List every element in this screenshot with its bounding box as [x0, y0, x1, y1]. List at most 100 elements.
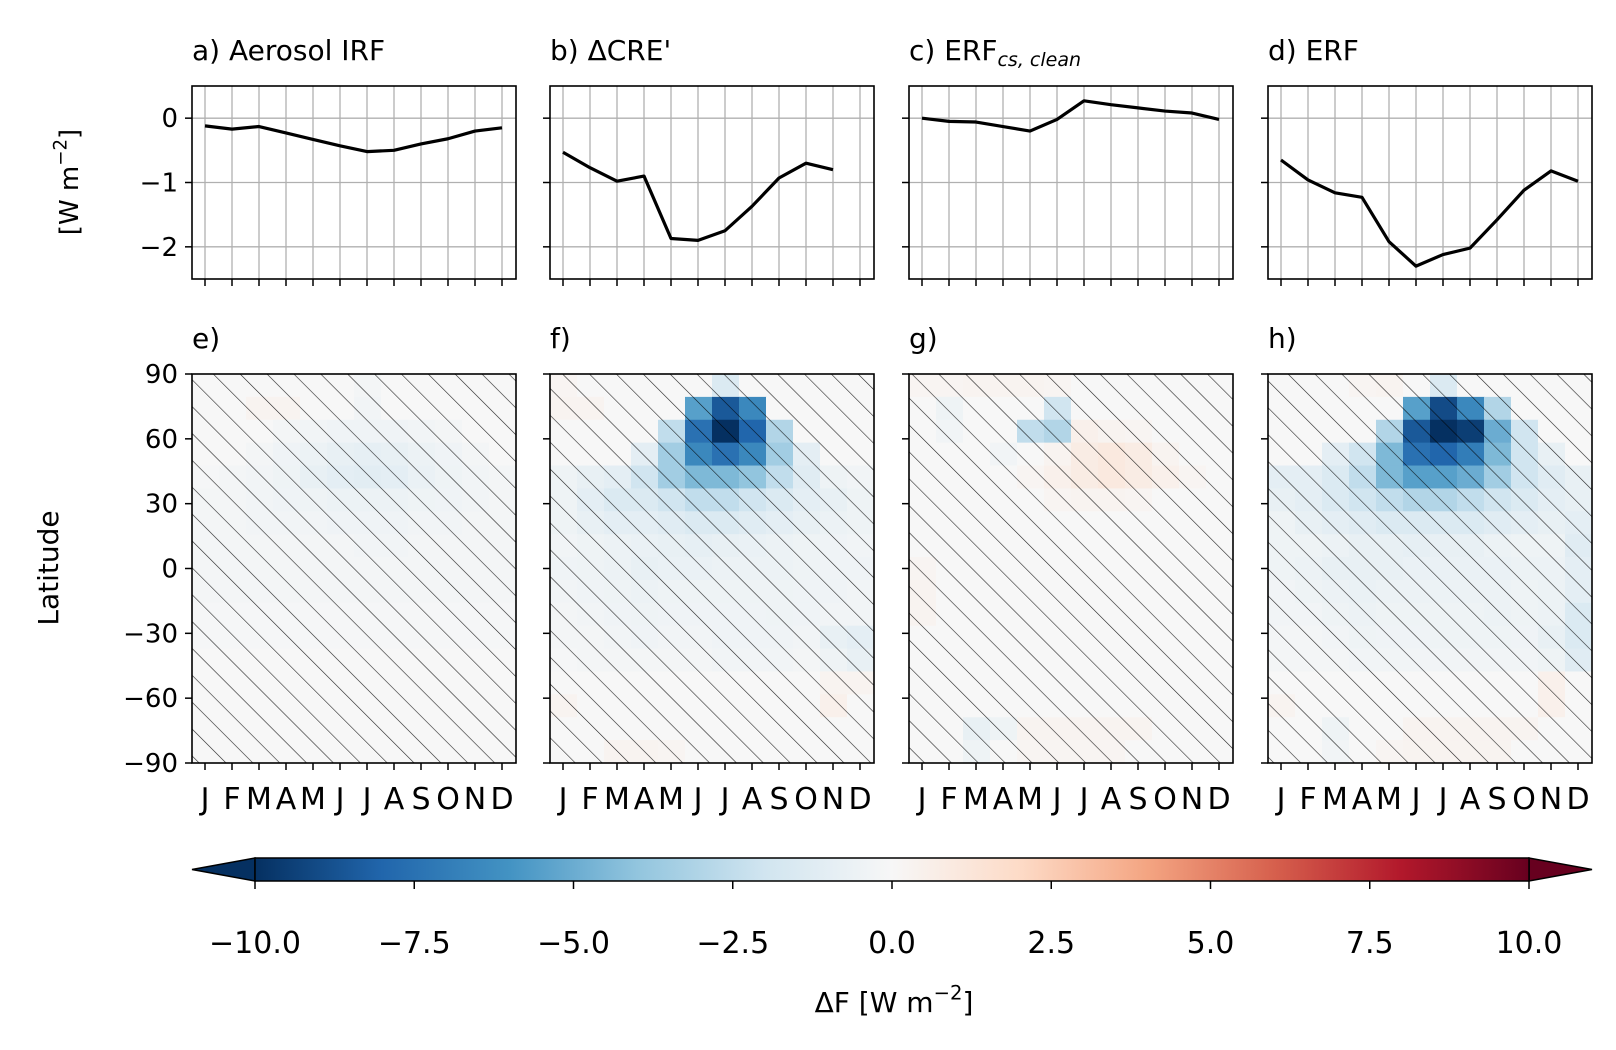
panel-title-h: h): [1268, 322, 1297, 355]
month-label: A: [1352, 782, 1373, 817]
line-y-axis-label: [W m−2]: [50, 129, 85, 235]
month-label: M: [1376, 782, 1402, 817]
month-label: A: [276, 782, 297, 817]
month-label: F: [940, 782, 957, 817]
month-label: N: [1181, 782, 1203, 817]
month-label: N: [1540, 782, 1562, 817]
month-label: J: [1410, 782, 1421, 817]
y-tick-label: 0: [161, 104, 178, 134]
month-label: S: [1128, 782, 1147, 817]
axes-frame: [191, 85, 517, 280]
month-label: J: [692, 782, 703, 817]
series-line-a: [204, 124, 503, 154]
colorbar-extend-low: [191, 857, 256, 882]
month-label: J: [1078, 782, 1089, 817]
month-label: J: [334, 782, 345, 817]
month-label: J: [1275, 782, 1286, 817]
month-label: F: [581, 782, 598, 817]
colorbar-tick-label: 0.0: [868, 926, 916, 961]
heatmap-panel-f: J F M A M J J A S O N Df): [543, 322, 875, 817]
month-label: J: [1051, 782, 1062, 817]
axes-frame: [908, 85, 1234, 280]
colorbar-tick-label: 5.0: [1187, 926, 1235, 961]
colorbar-tick-label: −5.0: [537, 926, 610, 961]
month-label: N: [822, 782, 844, 817]
heatmap-panel-h: J F M A M J J A S O N Dh): [1261, 322, 1593, 817]
panel-title-c: c) ERFcs, clean: [909, 34, 1081, 71]
series-line-b: [562, 150, 834, 242]
significance-hatching: [550, 374, 874, 763]
heatmap-y-axis-label: Latitude: [32, 510, 65, 625]
month-label: D: [848, 782, 871, 817]
month-label: M: [1017, 782, 1043, 817]
panel-title-a: a) Aerosol IRF: [192, 34, 385, 67]
month-label: J: [361, 782, 372, 817]
y-tick-label: −2: [140, 233, 178, 263]
month-label: O: [1153, 782, 1177, 817]
month-label: S: [769, 782, 788, 817]
month-label: J: [199, 782, 210, 817]
y-tick-label: 0: [161, 555, 178, 585]
month-label: N: [464, 782, 486, 817]
month-label: J: [719, 782, 730, 817]
month-label: S: [1487, 782, 1506, 817]
heatmap-panel-g: J F M A M J J A S O N Dg): [902, 322, 1234, 817]
line-panel-c: c) ERFcs, clean: [902, 34, 1234, 286]
month-label: F: [223, 782, 240, 817]
month-label: D: [490, 782, 513, 817]
line-panel-b: b) ΔCRE': [543, 34, 875, 286]
series-line-c: [921, 99, 1220, 133]
y-tick-label: 90: [145, 360, 178, 390]
month-label: M: [300, 782, 326, 817]
significance-hatching: [909, 374, 1233, 763]
y-tick-label: −90: [123, 749, 178, 779]
month-label: M: [1322, 782, 1348, 817]
panel-title-g: g): [909, 322, 938, 355]
month-label: A: [993, 782, 1014, 817]
month-label: A: [742, 782, 763, 817]
y-tick-label: −1: [140, 169, 178, 199]
month-label: M: [246, 782, 272, 817]
axes-frame: [549, 85, 875, 280]
month-label: J: [1437, 782, 1448, 817]
colorbar: [254, 857, 1530, 882]
series-line-d: [1280, 158, 1579, 268]
colorbar-tick-label: −2.5: [696, 926, 769, 961]
month-label: A: [1460, 782, 1481, 817]
y-tick-label: 60: [145, 425, 178, 455]
y-tick-label: 30: [145, 490, 178, 520]
month-label: M: [604, 782, 630, 817]
colorbar-tick-label: 10.0: [1496, 926, 1563, 961]
month-label: D: [1207, 782, 1230, 817]
axes-frame: [1267, 85, 1593, 280]
month-label: O: [794, 782, 818, 817]
significance-hatching: [192, 374, 516, 763]
panel-title-d: d) ERF: [1268, 34, 1359, 67]
month-label: J: [557, 782, 568, 817]
month-label: M: [963, 782, 989, 817]
month-label: O: [436, 782, 460, 817]
colorbar-tick-label: 7.5: [1346, 926, 1394, 961]
month-label: F: [1299, 782, 1316, 817]
y-tick-label: −30: [123, 619, 178, 649]
colorbar-tick-label: −10.0: [209, 926, 301, 961]
month-label: O: [1512, 782, 1536, 817]
panel-title-b: b) ΔCRE': [550, 34, 671, 67]
line-panel-a: a) Aerosol IRF 0 −1 −2: [140, 34, 517, 286]
colorbar-label: ΔF [W m−2]: [815, 981, 974, 1019]
colorbar-extend-high: [1528, 857, 1593, 882]
y-tick-label: −60: [123, 684, 178, 714]
month-label: A: [384, 782, 405, 817]
significance-hatching: [1268, 374, 1592, 763]
month-label: M: [658, 782, 684, 817]
month-label: J: [916, 782, 927, 817]
month-label: D: [1566, 782, 1589, 817]
line-panel-d: d) ERF: [1261, 34, 1593, 286]
colorbar-tick-label: 2.5: [1027, 926, 1075, 961]
month-label: S: [411, 782, 430, 817]
colorbar-tick-label: −7.5: [378, 926, 451, 961]
panel-title-f: f): [550, 322, 571, 355]
month-label: A: [1101, 782, 1122, 817]
panel-title-e: e): [192, 322, 220, 355]
